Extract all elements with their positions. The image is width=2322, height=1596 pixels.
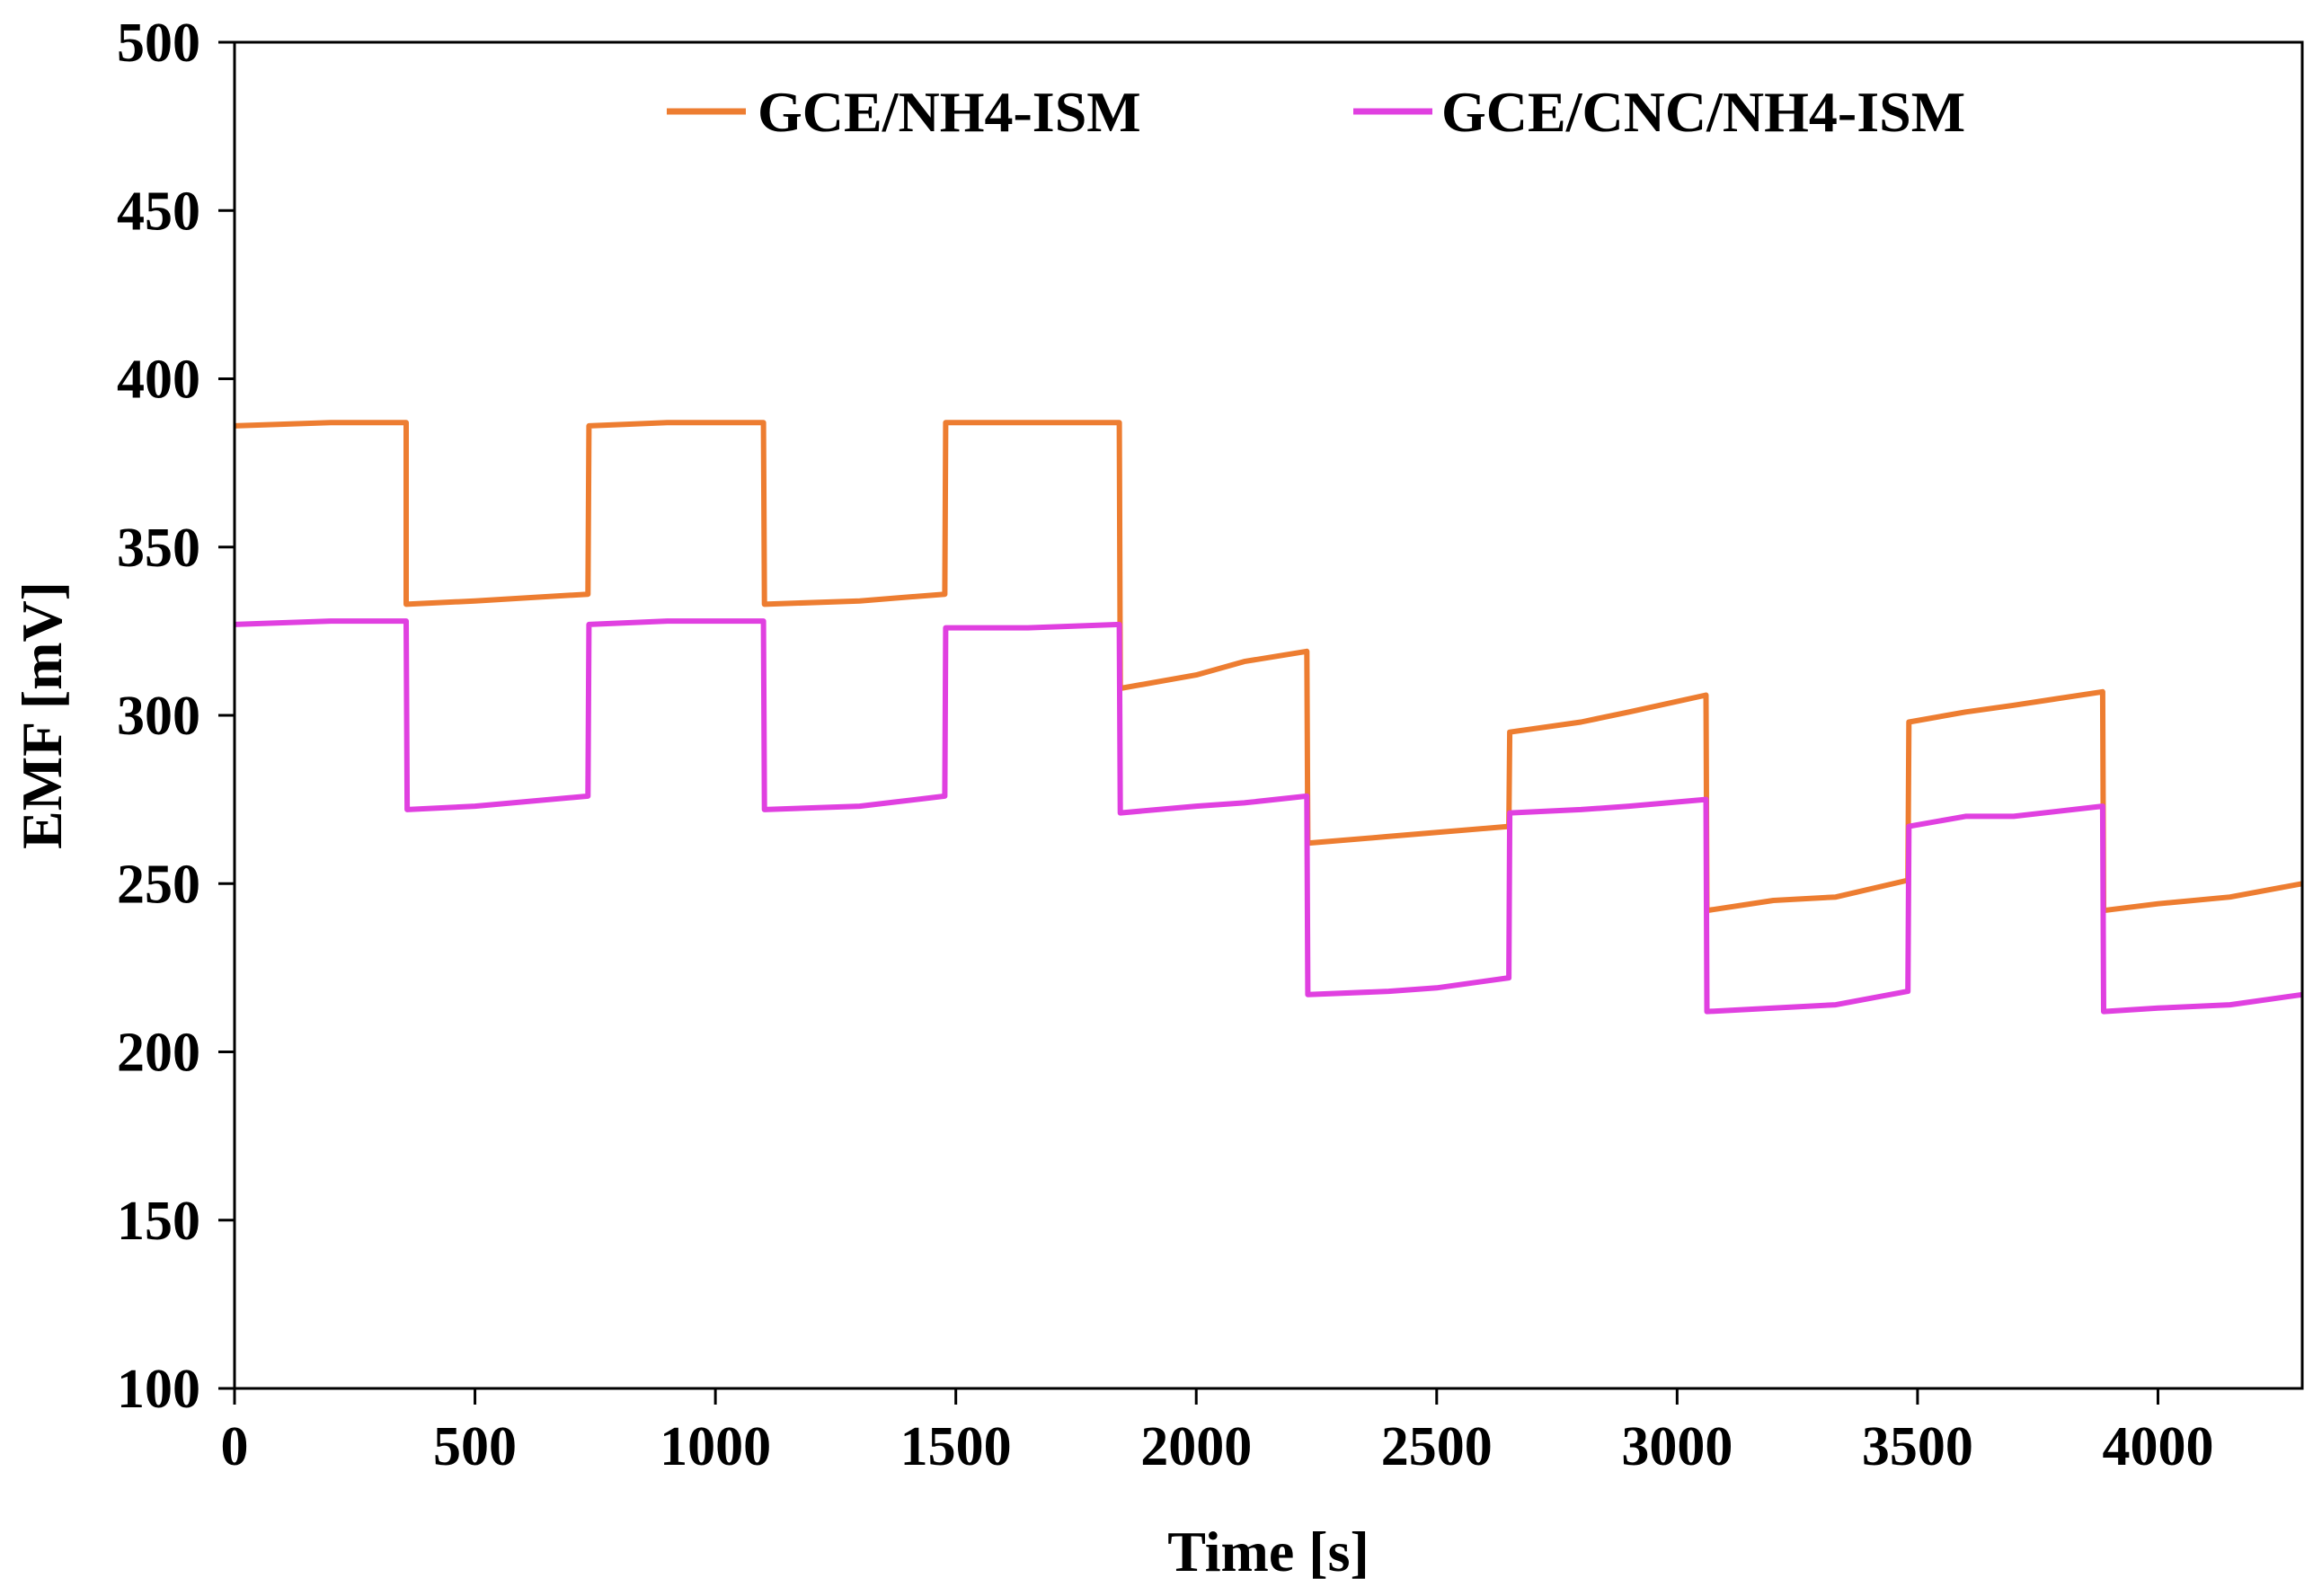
x-tick-label: 0 [221,1416,249,1477]
x-tick-label: 3500 [1862,1416,1973,1477]
y-tick-label: 500 [117,13,200,74]
y-tick-label: 400 [117,350,200,411]
y-tick-label: 250 [117,854,200,915]
x-tick-label: 2000 [1140,1416,1252,1477]
y-tick-label: 150 [117,1191,200,1252]
x-tick-label: 4000 [2102,1416,2213,1477]
series-line-1 [234,420,2303,914]
legend: GCE/NH4-ISM GCE/CNC/NH4-ISM [667,80,1965,144]
x-tick-label: 500 [433,1416,517,1477]
y-tick-label: 100 [117,1359,200,1420]
x-tick-label: 1500 [900,1416,1012,1477]
x-axis-title: Time [s] [1167,1520,1369,1583]
x-axis: 0 500 1000 1500 2000 2500 3000 3500 4000 [221,1388,2213,1477]
x-tick-label: 3000 [1621,1416,1733,1477]
x-tick-label: 1000 [660,1416,771,1477]
series-layer [234,420,2303,1015]
legend-label-2: GCE/CNC/NH4-ISM [1441,80,1965,144]
y-tick-label: 200 [117,1023,200,1084]
legend-label-1: GCE/NH4-ISM [758,80,1141,144]
y-tick-label: 450 [117,181,200,242]
y-tick-label: 350 [117,518,200,579]
y-tick-label: 300 [117,686,200,747]
y-axis: 100 150 200 250 300 350 400 450 500 [117,13,235,1420]
series-line-2 [234,618,2303,1015]
x-tick-label: 2500 [1381,1416,1493,1477]
y-axis-title: EMF [mV] [10,581,74,849]
